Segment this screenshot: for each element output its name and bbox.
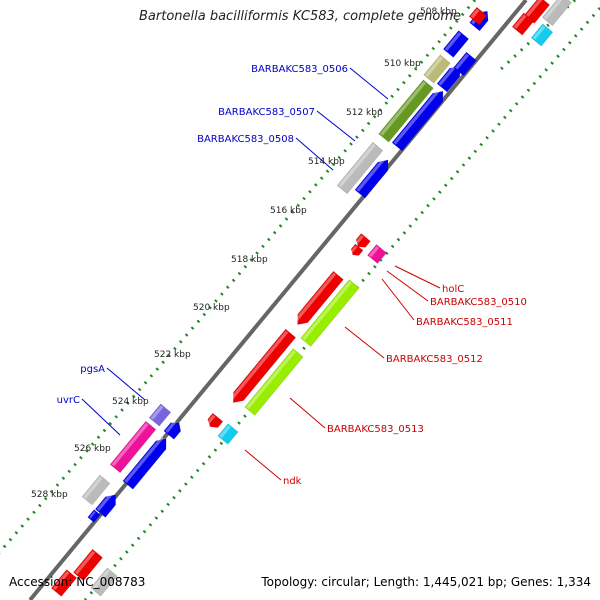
label-leader [381,278,415,321]
gene-feature [73,548,103,582]
gene-feature [300,279,360,347]
gene-label[interactable]: uvrC [57,395,80,406]
gene-label[interactable]: BARBAKC583_0506 [251,64,348,75]
gene-feature [336,141,384,195]
label-leader [394,265,441,289]
label-leader [344,326,385,359]
tick-labels: 508 kbp 510 kbp 512 kbp 514 kbp 516 kbp 518 k… [31,7,457,500]
tick-label: 526 kbp [74,444,111,454]
gene-feature [122,436,167,490]
feature-tracks [50,0,572,597]
tick-label: 524 kbp [112,397,149,407]
gene-label[interactable]: BARBAKC583_0508 [197,134,294,145]
gene-feature [530,23,554,47]
gene-feature [367,244,387,264]
tick-label: 508 kbp [420,7,457,17]
topology-text: Topology: circular; Length: 1,445,021 bp… [261,575,591,589]
label-leader [386,270,429,302]
gene-label[interactable]: BARBAKC583_0507 [218,107,315,118]
gene-feature [109,420,157,474]
gene-feature [50,569,78,597]
label-leader [81,398,121,436]
label-leader [289,397,326,429]
gene-feature [354,233,371,248]
gene-feature [87,509,101,523]
tick-label: 514 kbp [308,157,345,167]
gene-label[interactable]: holC [442,284,464,295]
outer-tick-dots [0,0,477,555]
label-leader [316,110,356,142]
gene-feature [511,12,535,36]
gene-feature [229,328,297,404]
tick-label: 510 kbp [384,59,421,69]
gene-feature [94,492,116,518]
label-leader [244,449,282,481]
tick-label: 518 kbp [231,255,268,265]
tick-label: 528 kbp [31,490,68,500]
gene-feature [217,423,239,445]
gene-feature [81,474,111,506]
label-leader [106,367,146,401]
gene-feature [244,348,304,416]
label-leader-lines [81,67,441,481]
gene-feature [163,420,182,440]
accession-text: Accession: NC_008783 [9,575,146,589]
gene-label[interactable]: BARBAKC583_0512 [386,354,483,365]
gene-feature [148,403,172,427]
tick-label: 522 kbp [154,350,191,360]
gene-feature [423,54,451,84]
gene-feature [350,243,364,256]
gene-label[interactable]: BARBAKC583_0510 [430,297,527,308]
gene-feature [391,88,444,152]
gene-feature [442,30,470,58]
label-leader [349,67,389,100]
gene-feature [294,270,344,326]
gene-labels: BARBAKC583_0506 BARBAKC583_0507 BARBAKC583… [57,64,527,487]
gene-feature [206,412,224,429]
gene-feature [542,0,572,27]
map-title: Bartonella bacilliformis KC583, complete… [139,9,461,24]
tick-label: 520 kbp [193,303,230,313]
gene-feature [378,79,434,143]
tick-label: 516 kbp [270,206,307,216]
gene-feature [354,157,389,199]
gene-label[interactable]: pgsA [80,364,105,375]
gene-label[interactable]: BARBAKC583_0513 [327,424,424,435]
gene-feature [468,6,488,26]
gene-feature [90,567,118,597]
gene-label[interactable]: ndk [283,476,302,487]
tick-label: 512 kbp [346,108,383,118]
label-leader [295,137,334,171]
gene-feature [453,51,477,77]
gene-label[interactable]: BARBAKC583_0511 [416,317,513,328]
